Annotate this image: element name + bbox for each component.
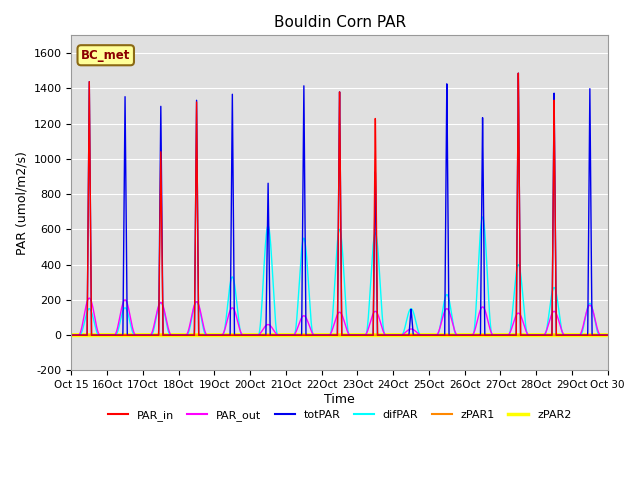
difPAR: [164, 326, 172, 332]
PAR_in: [604, 332, 612, 338]
difPAR: [604, 332, 611, 338]
zPAR1: [164, 332, 172, 338]
PAR_out: [164, 324, 172, 330]
zPAR2: [319, 332, 327, 338]
difPAR: [68, 332, 76, 338]
difPAR: [604, 332, 612, 338]
zPAR2: [603, 332, 611, 338]
PAR_in: [430, 332, 438, 338]
difPAR: [430, 332, 438, 338]
Text: BC_met: BC_met: [81, 49, 131, 62]
zPAR1: [603, 332, 611, 338]
zPAR2: [68, 332, 76, 338]
PAR_in: [460, 332, 467, 338]
Line: PAR_out: PAR_out: [72, 298, 608, 335]
PAR_in: [515, 70, 522, 76]
PAR_out: [604, 332, 612, 338]
Title: Bouldin Corn PAR: Bouldin Corn PAR: [273, 15, 406, 30]
PAR_in: [490, 332, 498, 338]
PAR_out: [490, 332, 498, 338]
difPAR: [319, 332, 327, 338]
PAR_out: [86, 295, 93, 301]
totPAR: [604, 332, 612, 338]
PAR_in: [164, 332, 172, 338]
zPAR1: [319, 332, 327, 338]
totPAR: [68, 332, 76, 338]
totPAR: [604, 332, 611, 338]
zPAR1: [490, 332, 498, 338]
X-axis label: Time: Time: [324, 393, 355, 406]
zPAR1: [604, 332, 612, 338]
Line: difPAR: difPAR: [72, 217, 608, 335]
difPAR: [460, 332, 467, 338]
zPAR1: [68, 332, 76, 338]
totPAR: [515, 70, 522, 76]
PAR_in: [68, 332, 76, 338]
PAR_in: [319, 332, 327, 338]
zPAR2: [164, 332, 172, 338]
totPAR: [490, 332, 498, 338]
Line: PAR_in: PAR_in: [72, 73, 608, 335]
totPAR: [164, 332, 172, 338]
zPAR2: [490, 332, 498, 338]
PAR_out: [319, 332, 327, 338]
totPAR: [430, 332, 438, 338]
PAR_out: [604, 332, 611, 338]
zPAR2: [604, 332, 612, 338]
totPAR: [319, 332, 327, 338]
Legend: PAR_in, PAR_out, totPAR, difPAR, zPAR1, zPAR2: PAR_in, PAR_out, totPAR, difPAR, zPAR1, …: [103, 406, 576, 425]
difPAR: [490, 332, 498, 338]
zPAR2: [430, 332, 438, 338]
difPAR: [479, 214, 486, 220]
zPAR2: [460, 332, 467, 338]
PAR_out: [430, 332, 438, 338]
Y-axis label: PAR (umol/m2/s): PAR (umol/m2/s): [15, 151, 28, 255]
zPAR1: [430, 332, 438, 338]
PAR_out: [460, 332, 468, 338]
PAR_in: [604, 332, 611, 338]
zPAR1: [460, 332, 467, 338]
totPAR: [460, 332, 467, 338]
PAR_out: [68, 332, 76, 338]
Line: totPAR: totPAR: [72, 73, 608, 335]
